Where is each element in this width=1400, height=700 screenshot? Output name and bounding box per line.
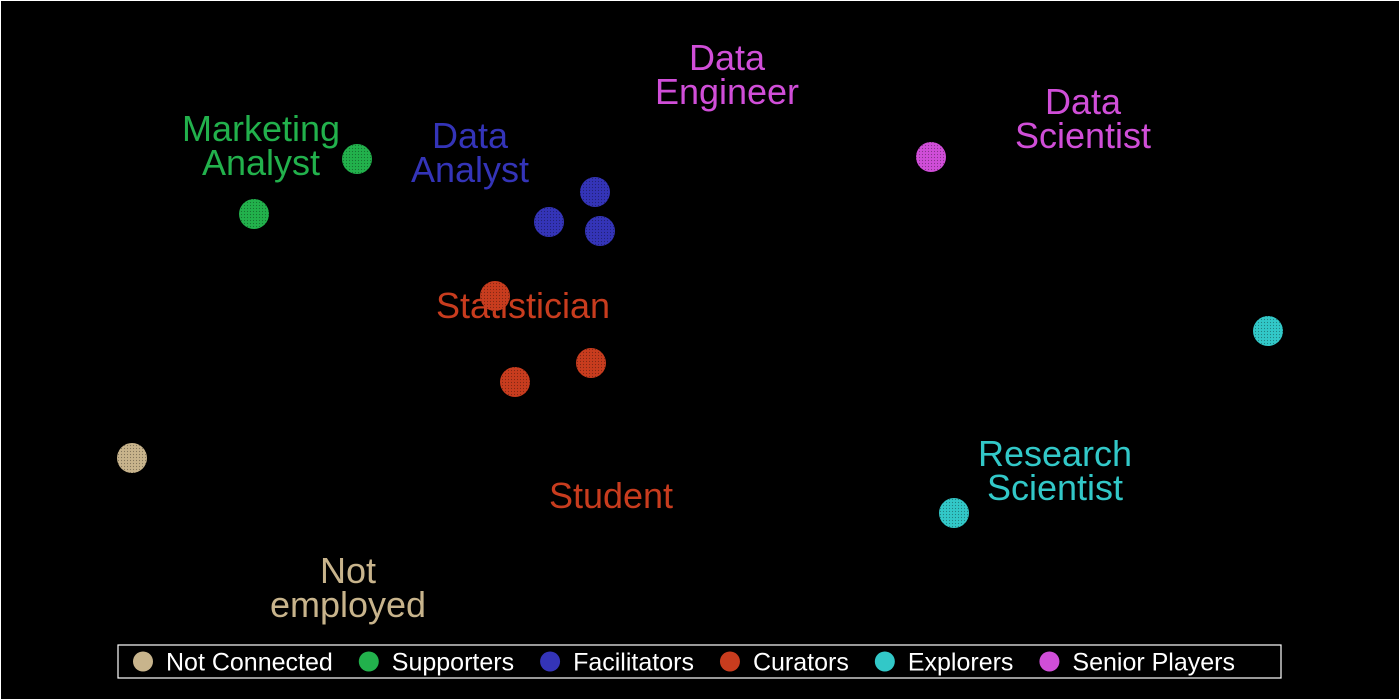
label-line: Scientist (1015, 115, 1151, 156)
label-data-engineer: Data Engineer (655, 37, 799, 112)
point-texture (1253, 316, 1283, 346)
legend-items: Not Connected Supporters Facilitators Curat… (133, 649, 1235, 677)
legend: Not Connected Supporters Facilitators Curat… (117, 644, 1282, 679)
label-line: Data (689, 37, 766, 78)
label-line: Engineer (655, 71, 799, 112)
point-texture (534, 207, 564, 237)
label-line: employed (270, 584, 426, 625)
point-texture (939, 498, 969, 528)
legend-marker-explorers (874, 651, 895, 672)
legend-marker-senior-players (1039, 651, 1060, 672)
legend-label-facilitators: Facilitators (573, 649, 694, 677)
label-line: Statistician (436, 285, 610, 326)
legend-label-supporters: Supporters (392, 649, 514, 677)
label-line: Marketing (182, 108, 340, 149)
label-line: Not (320, 550, 376, 591)
label-not-employed: Not employed (270, 550, 426, 625)
point-texture (580, 177, 610, 207)
label-research-scientist: Research Scientist (978, 433, 1132, 508)
point-texture (916, 142, 946, 172)
point-texture (480, 281, 510, 311)
legend-label-curators: Curators (753, 649, 849, 677)
legend-label-explorers: Explorers (908, 649, 1014, 677)
label-line: Student (549, 475, 673, 516)
point-texture (500, 367, 530, 397)
point-texture (117, 443, 147, 473)
legend-marker-facilitators (540, 651, 561, 672)
legend-box (117, 644, 1282, 679)
label-line: Analyst (202, 142, 320, 183)
label-marketing-analyst: Marketing Analyst (182, 108, 340, 183)
point-texture (585, 216, 615, 246)
point-texture (342, 144, 372, 174)
label-statistician: Statistician (436, 285, 610, 326)
label-line: Data (432, 115, 509, 156)
legend-marker-curators (719, 651, 740, 672)
label-line: Analyst (411, 149, 529, 190)
legend-marker-supporters (358, 651, 379, 672)
label-line: Scientist (987, 467, 1123, 508)
legend-label-not-connected: Not Connected (166, 649, 333, 677)
label-line: Research (978, 433, 1132, 474)
data-points (117, 142, 1283, 528)
label-line: Data (1045, 81, 1122, 122)
legend-label-senior-players: Senior Players (1072, 649, 1235, 677)
point-texture (576, 348, 606, 378)
legend-marker-not-connected (133, 651, 153, 672)
label-data-scientist: Data Scientist (1015, 81, 1151, 156)
label-data-analyst: Data Analyst (411, 115, 529, 190)
label-student: Student (549, 475, 673, 516)
point-texture (239, 199, 269, 229)
